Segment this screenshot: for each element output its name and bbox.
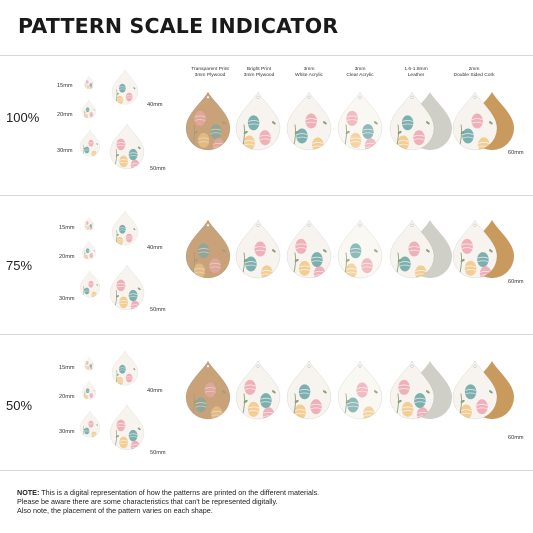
size-label-30mm: 30mm xyxy=(57,148,73,154)
size-ref-30mm xyxy=(79,270,101,298)
size-label-20mm: 20mm xyxy=(59,394,75,400)
size-label-20mm: 20mm xyxy=(59,254,75,260)
size-label-15mm: 15mm xyxy=(59,365,75,371)
swatch-clear-acrylic xyxy=(337,219,383,279)
size-label-20mm: 20mm xyxy=(57,112,73,118)
size-ref-20mm xyxy=(81,380,97,400)
divider-bottom xyxy=(0,470,533,471)
swatch-white-acrylic xyxy=(286,360,332,420)
material-header-1: Transparent Print 3mm Plywood xyxy=(191,67,229,79)
size-label-30mm: 30mm xyxy=(59,429,75,435)
scale-label-100: 100% xyxy=(6,110,40,125)
material-header-5: 1.6-1.8mm Leather xyxy=(404,67,428,79)
swatch-white-acrylic xyxy=(286,219,332,279)
note-label: NOTE: xyxy=(17,488,40,497)
swatch-bright-plywood xyxy=(235,219,281,279)
swatch-clear-acrylic xyxy=(337,360,383,420)
size-ref-30mm xyxy=(79,410,101,438)
divider-top xyxy=(0,55,533,56)
swatch-cork xyxy=(452,219,498,279)
material-header-6: 2mm Double Sided Cork xyxy=(453,67,495,79)
note-line-2: Please be aware there are some character… xyxy=(17,497,278,507)
size-label-50mm: 50mm xyxy=(150,166,166,172)
material-header-2: Bright Print 3mm Plywood xyxy=(243,67,275,79)
swatch-transparent-plywood xyxy=(185,360,231,420)
material-header-4: 3mm Clear Acrylic xyxy=(346,67,374,79)
size-ref-50mm xyxy=(109,404,145,451)
size-ref-30mm xyxy=(79,129,101,157)
size-label-40mm: 40mm xyxy=(147,245,163,251)
page-title: PATTERN SCALE INDICATOR xyxy=(18,14,339,38)
scale-label-75: 75% xyxy=(6,258,33,273)
size-label-40mm: 40mm xyxy=(147,388,163,394)
size-label-60mm: 60mm xyxy=(508,279,524,285)
swatch-leather xyxy=(389,91,435,151)
size-label-15mm: 15mm xyxy=(59,225,75,231)
swatch-cork xyxy=(452,91,498,151)
divider-2 xyxy=(0,334,533,335)
size-ref-40mm xyxy=(111,350,139,386)
note-line-1: This is a digital representation of how … xyxy=(41,488,320,497)
size-ref-40mm xyxy=(111,69,139,105)
size-label-30mm: 30mm xyxy=(59,296,75,302)
divider-1 xyxy=(0,195,533,196)
swatch-leather xyxy=(389,219,435,279)
note-line-3: Also note, the placement of the pattern … xyxy=(17,506,213,516)
swatch-bright-plywood xyxy=(235,360,281,420)
swatch-leather xyxy=(389,360,435,420)
size-label-60mm: 60mm xyxy=(508,435,524,441)
swatch-clear-acrylic xyxy=(337,91,383,151)
swatch-transparent-plywood xyxy=(185,91,231,151)
material-header-3: 3mm White Acrylic xyxy=(295,67,323,79)
size-ref-50mm xyxy=(109,264,145,311)
size-label-15mm: 15mm xyxy=(57,83,73,89)
size-ref-20mm xyxy=(81,99,97,119)
size-ref-15mm xyxy=(83,216,95,231)
size-ref-15mm xyxy=(83,75,95,90)
size-label-40mm: 40mm xyxy=(147,102,163,108)
size-label-50mm: 50mm xyxy=(150,307,166,313)
swatch-transparent-plywood xyxy=(185,219,231,279)
size-ref-15mm xyxy=(83,356,95,371)
swatch-cork xyxy=(452,360,498,420)
size-label-50mm: 50mm xyxy=(150,450,166,456)
size-ref-50mm xyxy=(109,123,145,170)
swatch-bright-plywood xyxy=(235,91,281,151)
swatch-white-acrylic xyxy=(286,91,332,151)
scale-label-50: 50% xyxy=(6,398,33,413)
size-label-60mm: 60mm xyxy=(508,150,524,156)
note-text: NOTE: This is a digital representation o… xyxy=(17,488,517,516)
size-ref-40mm xyxy=(111,210,139,246)
size-ref-20mm xyxy=(81,240,97,260)
